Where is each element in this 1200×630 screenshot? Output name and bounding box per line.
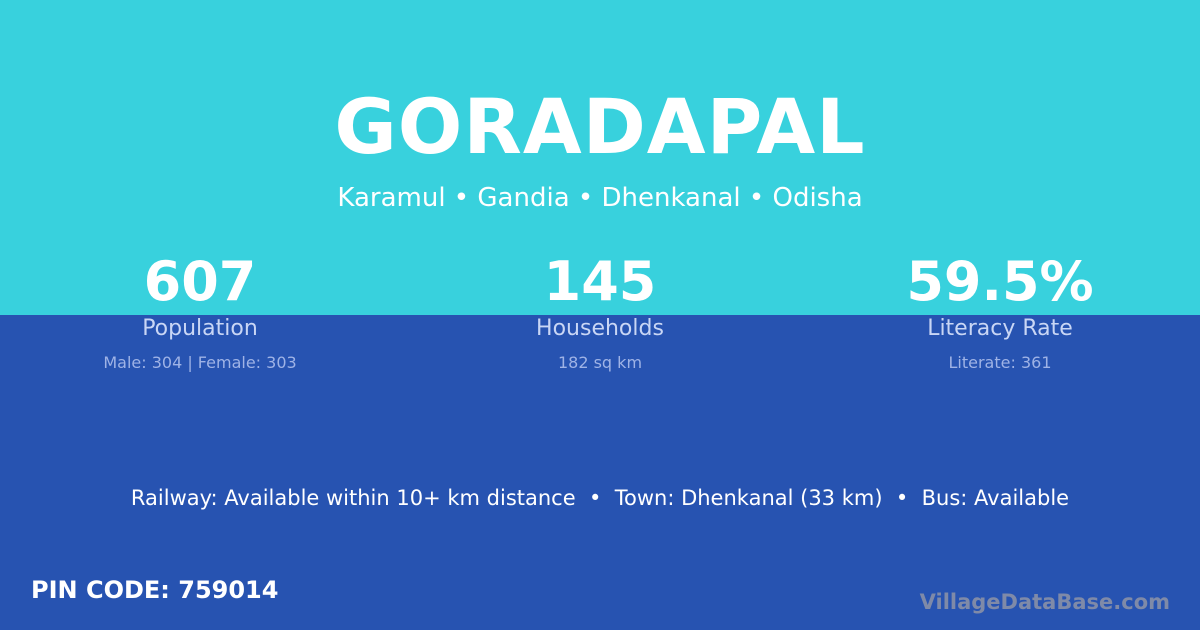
- location-breadcrumb: Karamul • Gandia • Dhenkanal • Odisha: [337, 183, 863, 213]
- header-band: [0, 0, 1200, 315]
- pin-code: PIN CODE: 759014: [31, 576, 279, 604]
- stat-population: 607 Population Male: 304 | Female: 303: [0, 250, 400, 372]
- stat-value: 607: [143, 250, 257, 313]
- stat-label: Households: [536, 316, 664, 341]
- stat-label: Population: [142, 316, 258, 341]
- stat-detail: Literate: 361: [948, 353, 1052, 372]
- stat-detail: 182 sq km: [557, 353, 643, 372]
- connectivity-info: Railway: Available within 10+ km distanc…: [130, 486, 1070, 510]
- stat-value: 145: [543, 250, 657, 313]
- stat-households: 145 Households 182 sq km: [400, 250, 800, 372]
- brand-watermark: VillageDataBase.com: [919, 590, 1170, 614]
- stat-detail: Male: 304 | Female: 303: [103, 353, 297, 372]
- body-band: [0, 315, 1200, 630]
- village-title: GORADAPAL: [334, 82, 866, 171]
- stat-literacy: 59.5% Literacy Rate Literate: 361: [800, 250, 1200, 372]
- stat-value: 59.5%: [906, 250, 1094, 313]
- stat-label: Literacy Rate: [927, 316, 1073, 341]
